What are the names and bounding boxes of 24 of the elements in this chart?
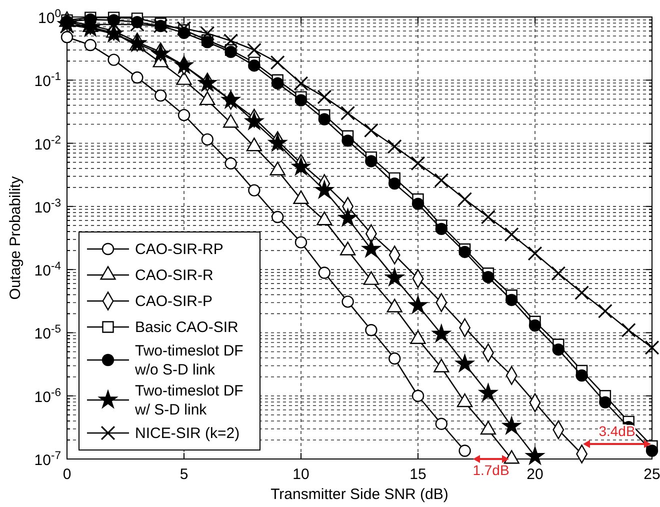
x-tick-label: 15 — [410, 466, 426, 483]
y-tick-label: 10$^{-3}$ — [34, 197, 61, 216]
x-axis-title: Transmitter Side SNR (dB) — [270, 486, 448, 503]
legend-label: Basic CAO-SIR — [135, 319, 239, 336]
y-tick-label: 10$^{-4}$ — [34, 260, 61, 280]
y-tick-label: 10$^{-7}$ — [34, 450, 61, 469]
legend-label: Two-timeslot DF w/ S-D link — [134, 382, 244, 418]
x-tick-label: 20 — [526, 466, 544, 483]
x-tick-label: 25 — [644, 466, 660, 483]
legend-label: NICE-SIR (k=2) — [135, 425, 240, 442]
y-tick-label: 10$^{-5}$ — [34, 324, 61, 343]
x-tick-label: 0 — [62, 466, 72, 483]
y-tick-label: 10$^{0}$ — [38, 8, 61, 27]
text: 1.7dB — [472, 462, 510, 478]
y-tick-label: 10$^{-1}$ — [34, 71, 61, 90]
x-tick-label: 5 — [180, 466, 188, 483]
y-axis-title: Outage Probability — [7, 176, 24, 300]
legend-label: CAO-SIR-R — [135, 267, 214, 284]
y-tick-label: 10$^{-2}$ — [34, 134, 61, 154]
x-tick-label: 10 — [292, 466, 310, 483]
legend-label: CAO-SIR-P — [135, 293, 213, 310]
legend-label: CAO-SIR-RP — [135, 241, 224, 258]
y-tick-label: 10$^{-6}$ — [34, 386, 61, 406]
legend-label: Two-timeslot DF w/o S-D link — [134, 342, 244, 378]
